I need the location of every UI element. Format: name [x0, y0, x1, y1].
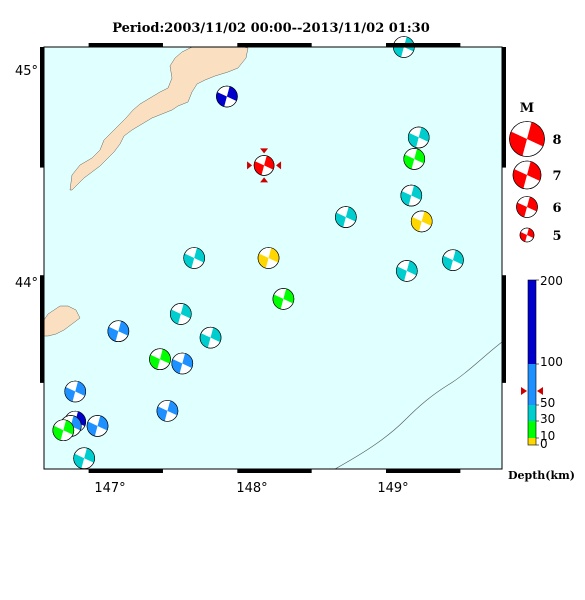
magnitude-symbol-6 — [516, 196, 538, 218]
focal-mechanism-16 — [199, 326, 222, 349]
magnitude-legend: M 8 7 6 5 — [509, 101, 562, 244]
frame-top-seg-3 — [237, 43, 312, 47]
depth-label-30: 30 — [540, 412, 555, 426]
focal-mechanism-14 — [107, 320, 130, 343]
depth-band-10-30 — [528, 421, 536, 438]
focal-mechanism-15 — [170, 303, 192, 325]
focal-mechanism-12 — [396, 260, 418, 282]
focal-mechanism-2 — [216, 85, 238, 108]
focal-mechanism-10 — [257, 247, 280, 269]
depth-band-30-50 — [528, 405, 536, 421]
magnitude-label-5: 5 — [552, 229, 561, 244]
kuril-trench-line — [334, 341, 502, 469]
focal-mechanism-25 — [73, 447, 95, 470]
depth-colorbar: 200 100 50 30 10 0 Depth(km) — [508, 274, 575, 482]
depth-marker-left — [521, 387, 527, 396]
frame-left-seg-2 — [40, 275, 44, 383]
depth-caption: Depth(km) — [508, 469, 575, 482]
depth-label-200: 200 — [540, 274, 563, 288]
magnitude-symbol-8 — [509, 121, 545, 157]
depth-label-0: 0 — [540, 437, 548, 451]
period-title: Period:2003/11/02 00:00--2013/11/02 01:3… — [112, 21, 430, 36]
mainshock-pointer-left — [247, 161, 253, 170]
depth-band-100-200 — [528, 280, 536, 364]
focal-mechanism-24 — [52, 419, 75, 442]
focal-mechanism-11 — [272, 288, 295, 310]
map-frame — [40, 43, 506, 473]
shikotan-island — [44, 305, 81, 337]
focal-mechanism-23 — [86, 415, 109, 437]
focal-mechanism-19 — [64, 380, 87, 403]
frame-right-seg-2 — [502, 275, 506, 383]
focal-mechanism-4 — [407, 126, 430, 149]
frame-left-seg-0 — [40, 47, 44, 168]
focal-mechanism-5 — [403, 148, 426, 170]
mainshock-focal-mechanism — [247, 148, 282, 183]
magnitude-label-8: 8 — [552, 133, 561, 148]
focal-mechanism-13 — [442, 249, 464, 271]
lat-tick-45: 45° — [15, 64, 38, 79]
frame-bottom-seg-3 — [237, 469, 312, 473]
depth-label-50: 50 — [540, 396, 555, 410]
depth-colorbar-segments — [528, 280, 536, 445]
magnitude-symbol-7 — [512, 160, 542, 190]
mainshock-pointer-right — [276, 161, 282, 170]
frame-bottom-seg-1 — [88, 469, 163, 473]
depth-colorbar-ticks — [536, 279, 539, 446]
focal-mechanism-17 — [149, 348, 171, 370]
magnitude-label-7: 7 — [552, 169, 561, 184]
focal-mechanism-18 — [171, 352, 194, 375]
focal-mechanism-9 — [183, 247, 205, 269]
focal-mechanism-6 — [400, 184, 423, 207]
mainshock-depth-marker — [521, 387, 543, 396]
focal-mechanism-7 — [410, 210, 433, 233]
lon-tick-149: 149° — [377, 481, 408, 496]
mainshock-pointer-bottom — [260, 177, 269, 183]
focal-mechanism-8 — [335, 206, 357, 228]
depth-label-100: 100 — [540, 355, 563, 369]
lon-tick-147: 147° — [94, 481, 125, 496]
frame-bottom-seg-5 — [386, 469, 461, 473]
kunashir-island — [69, 47, 249, 191]
focal-mechanism-20 — [156, 400, 179, 422]
magnitude-symbol-5 — [519, 227, 535, 243]
magnitude-label-6: 6 — [552, 201, 561, 216]
mainshock-pointer-top — [260, 148, 269, 154]
depth-marker-right — [537, 387, 543, 396]
depth-band-50-100 — [528, 364, 536, 405]
depth-band-0-10 — [528, 438, 536, 445]
depth-label-10: 10 — [540, 429, 555, 443]
frame-right-seg-0 — [502, 47, 506, 168]
focal-mechanism-layer — [52, 36, 464, 470]
frame-top-seg-1 — [88, 43, 163, 47]
magnitude-legend-symbols — [509, 121, 545, 243]
lon-tick-148: 148° — [236, 481, 267, 496]
magnitude-legend-header: M — [520, 101, 534, 116]
land-layer — [44, 47, 502, 469]
frame-top-seg-5 — [386, 43, 461, 47]
lat-tick-44: 44° — [15, 276, 38, 291]
